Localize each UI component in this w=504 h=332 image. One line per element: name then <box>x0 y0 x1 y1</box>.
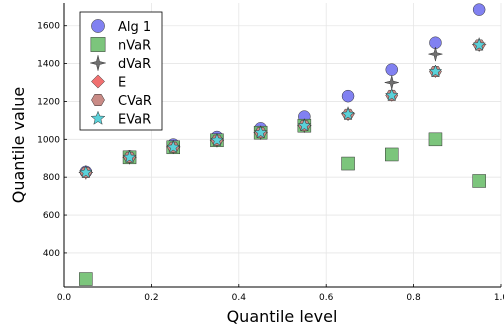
legend-label: dVaR <box>118 57 151 72</box>
legend-label: EVaR <box>118 113 151 128</box>
data-point <box>79 165 93 179</box>
x-tick-label: 0.4 <box>232 293 247 303</box>
x-tick-label: 1.0 <box>494 293 504 303</box>
legend: Alg 1 nVaR dVaR E CVaR EVaR <box>79 11 163 131</box>
data-points <box>78 3 487 286</box>
y-tick-label: 1200 <box>37 97 60 107</box>
data-point <box>428 132 443 147</box>
series-evar <box>79 37 486 179</box>
data-point <box>385 147 399 162</box>
data-point <box>429 36 442 50</box>
legend-label: Alg 1 <box>118 20 151 35</box>
legend-marker <box>90 55 106 71</box>
data-point <box>472 174 486 188</box>
y-tick-label: 800 <box>43 173 60 183</box>
data-point <box>341 107 355 121</box>
y-tick-label: 600 <box>43 211 60 221</box>
data-point <box>384 88 399 102</box>
data-point <box>253 125 268 139</box>
data-point <box>428 47 443 62</box>
legend-label: E <box>118 76 126 91</box>
grid-lines <box>63 3 502 287</box>
data-point <box>472 37 486 51</box>
data-point <box>341 89 355 103</box>
legend-box <box>79 11 163 131</box>
x-tick-label: 0.2 <box>144 293 158 303</box>
data-point <box>341 156 355 171</box>
legend-marker <box>91 94 105 106</box>
data-point <box>210 133 224 147</box>
x-tick-label: 0.6 <box>319 293 334 303</box>
x-tick-label: 0.0 <box>57 293 72 303</box>
legend-label: CVaR <box>118 94 152 109</box>
data-point <box>297 118 312 132</box>
data-point <box>166 140 181 154</box>
legend-marker <box>91 19 105 33</box>
y-tick-label: 1400 <box>37 60 60 70</box>
y-tick-label: 1600 <box>37 22 60 32</box>
y-axis-title: Quantile value <box>9 87 28 203</box>
legend-label: nVaR <box>118 39 151 54</box>
y-tick-label: 400 <box>43 249 60 259</box>
data-point <box>472 3 486 16</box>
legend-marker <box>91 74 105 89</box>
y-tick-labels: 400 600 800 1000 1200 1400 1600 <box>37 22 60 259</box>
legend-marker <box>90 110 106 125</box>
data-point <box>385 63 398 76</box>
legend-marker <box>90 37 106 52</box>
x-tick-labels: 0.0 0.2 0.4 0.6 0.8 1.0 <box>57 293 504 303</box>
axes <box>63 3 502 288</box>
data-point <box>122 150 137 164</box>
y-tick-label: 1000 <box>37 135 60 145</box>
x-axis-title: Quantile level <box>227 307 338 326</box>
data-point <box>79 272 93 286</box>
x-tick-label: 0.8 <box>406 293 421 303</box>
data-point <box>428 64 443 78</box>
